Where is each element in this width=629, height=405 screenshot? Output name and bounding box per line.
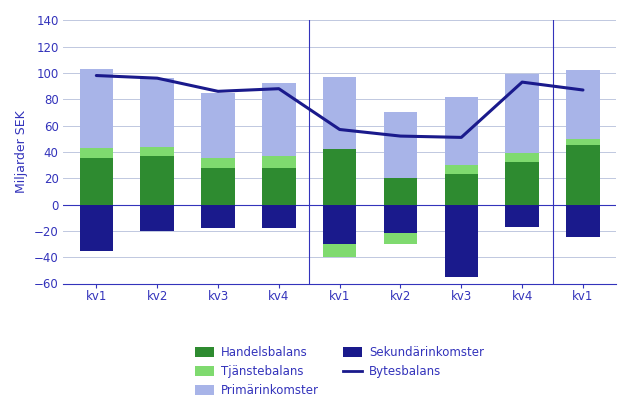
Bar: [80, 148, 113, 158]
Legend: Handelsbalans, Tjänstebalans, Primärinkomster, Sekundärinkomster, Bytesbalans: Handelsbalans, Tjänstebalans, Primärinko…: [191, 341, 489, 402]
Bar: [445, 165, 478, 174]
Bar: [262, 156, 296, 168]
Bar: [506, 205, 539, 227]
Bar: [201, 205, 235, 228]
Bar: [140, 147, 174, 156]
Bar: [80, 69, 113, 148]
Bar: [80, 158, 113, 205]
Bar: [262, 83, 296, 156]
Bar: [80, 205, 113, 251]
Bar: [323, 149, 357, 205]
Bar: [201, 158, 235, 168]
Bar: [140, 78, 174, 147]
Bar: [445, 96, 478, 165]
Bar: [506, 74, 539, 153]
Bar: [384, 178, 417, 205]
Bar: [201, 168, 235, 205]
Bar: [384, 112, 417, 178]
Bar: [201, 93, 235, 158]
Bar: [384, 233, 417, 244]
Bar: [566, 145, 599, 205]
Bar: [323, 205, 357, 244]
Bar: [566, 139, 599, 145]
Bar: [323, 244, 357, 257]
Bar: [384, 205, 417, 233]
Bar: [445, 205, 478, 277]
Bar: [566, 70, 599, 139]
Bar: [140, 156, 174, 205]
Y-axis label: Miljarder SEK: Miljarder SEK: [16, 111, 28, 193]
Bar: [566, 205, 599, 237]
Bar: [506, 162, 539, 205]
Bar: [445, 174, 478, 205]
Bar: [262, 168, 296, 205]
Bar: [262, 205, 296, 228]
Bar: [506, 153, 539, 162]
Bar: [140, 205, 174, 231]
Bar: [323, 77, 357, 149]
